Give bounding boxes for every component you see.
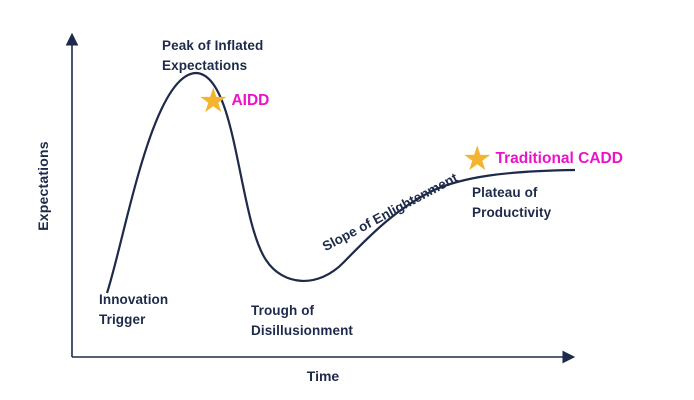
x-axis-label: Time [306,368,340,384]
annotation-aidd: ★ AIDD [198,84,269,118]
annotation-aidd-label: AIDD [231,92,270,109]
y-axis-label: Expectations [35,141,51,231]
label-trough-of-disillusionment: Trough of Disillusionment [251,303,354,338]
label-plateau-of-productivity: Plateau of Productivity [472,185,552,220]
annotation-traditional-cadd-label: Traditional CADD [495,150,623,167]
label-innovation-trigger: Innovation Trigger [99,292,169,327]
hype-cycle-curve [105,71,576,294]
annotation-traditional-cadd: ★ Traditional CADD [462,142,623,176]
label-peak-of-inflated-expectations: Peak of Inflated Expectations [162,38,264,73]
star-icon: ★ [462,140,493,178]
star-icon: ★ [198,82,229,120]
